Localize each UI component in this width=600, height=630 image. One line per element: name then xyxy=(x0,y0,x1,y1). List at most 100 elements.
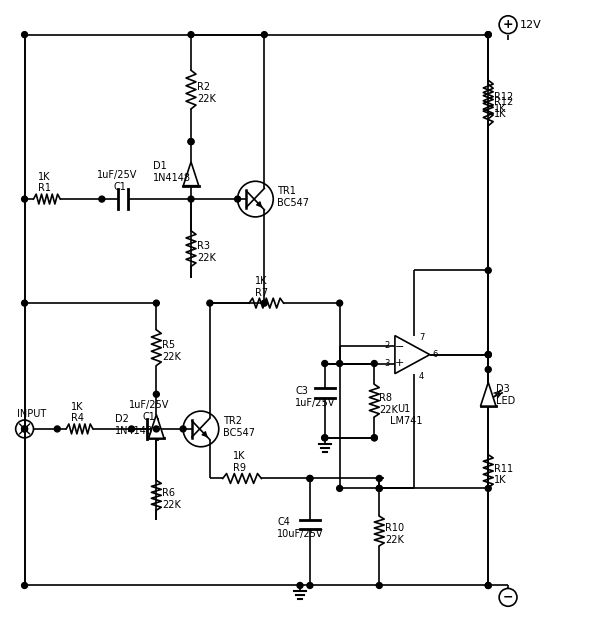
Circle shape xyxy=(376,476,382,481)
Text: C1: C1 xyxy=(143,412,156,422)
Circle shape xyxy=(485,32,491,38)
Text: R6: R6 xyxy=(162,488,175,498)
Text: 1K: 1K xyxy=(494,476,506,486)
Circle shape xyxy=(485,268,491,273)
Circle shape xyxy=(485,32,491,38)
Text: INPUT: INPUT xyxy=(17,409,46,419)
Text: R9: R9 xyxy=(233,462,246,472)
Text: 1uF/25V: 1uF/25V xyxy=(97,170,137,180)
Text: 1N4148: 1N4148 xyxy=(154,173,191,183)
Circle shape xyxy=(54,426,60,432)
Text: R12: R12 xyxy=(494,92,514,102)
Text: 22K: 22K xyxy=(197,253,216,263)
Text: R3: R3 xyxy=(197,241,210,251)
Circle shape xyxy=(22,426,28,432)
Circle shape xyxy=(99,196,105,202)
Polygon shape xyxy=(183,162,199,186)
Text: 6: 6 xyxy=(433,350,438,359)
Circle shape xyxy=(235,196,241,202)
Text: −: − xyxy=(395,341,404,352)
Circle shape xyxy=(337,485,343,491)
Polygon shape xyxy=(149,415,164,438)
Text: LED: LED xyxy=(496,396,515,406)
Circle shape xyxy=(188,32,194,38)
Text: 22K: 22K xyxy=(385,535,404,545)
Circle shape xyxy=(22,426,28,432)
Circle shape xyxy=(485,352,491,358)
Text: C4: C4 xyxy=(277,517,290,527)
Circle shape xyxy=(207,300,213,306)
Circle shape xyxy=(485,583,491,588)
Text: 2: 2 xyxy=(385,341,390,350)
Circle shape xyxy=(376,485,382,491)
Circle shape xyxy=(371,435,377,441)
Text: 1K: 1K xyxy=(494,104,506,114)
Text: 1N4148: 1N4148 xyxy=(115,426,153,436)
Text: 22K: 22K xyxy=(162,500,181,510)
Text: R2: R2 xyxy=(197,82,210,92)
Text: TR1: TR1 xyxy=(277,186,296,196)
Text: 1K: 1K xyxy=(71,402,83,412)
Text: D2: D2 xyxy=(115,414,128,424)
Circle shape xyxy=(22,32,28,38)
Text: 3: 3 xyxy=(385,359,390,368)
Circle shape xyxy=(322,435,328,441)
Text: C1: C1 xyxy=(113,182,126,192)
Circle shape xyxy=(371,360,377,367)
Text: −: − xyxy=(503,591,514,604)
Text: R1: R1 xyxy=(38,183,51,193)
Text: 4: 4 xyxy=(419,372,424,381)
Circle shape xyxy=(371,435,377,441)
Circle shape xyxy=(188,196,194,202)
Text: BC547: BC547 xyxy=(223,428,255,438)
Text: R12: R12 xyxy=(494,97,514,107)
Text: +: + xyxy=(395,358,404,367)
Text: R7: R7 xyxy=(255,288,268,298)
Circle shape xyxy=(485,352,491,358)
Text: 22K: 22K xyxy=(379,405,398,415)
Text: 22K: 22K xyxy=(162,352,181,362)
Text: 7: 7 xyxy=(419,333,424,342)
Text: 22K: 22K xyxy=(197,94,216,104)
Text: +: + xyxy=(503,18,514,32)
Circle shape xyxy=(128,426,134,432)
Text: R4: R4 xyxy=(71,413,83,423)
Circle shape xyxy=(307,476,313,481)
Text: 12V: 12V xyxy=(520,20,542,30)
Text: 1K: 1K xyxy=(494,109,506,119)
Text: 1uF/25V: 1uF/25V xyxy=(295,398,335,408)
Circle shape xyxy=(307,476,313,481)
Text: R8: R8 xyxy=(379,393,392,403)
Circle shape xyxy=(180,426,186,432)
Circle shape xyxy=(262,32,268,38)
Text: 10uF/25V: 10uF/25V xyxy=(277,529,324,539)
Text: 1K: 1K xyxy=(38,172,50,182)
Circle shape xyxy=(376,583,382,588)
Circle shape xyxy=(154,300,160,306)
Circle shape xyxy=(154,391,160,398)
Circle shape xyxy=(22,196,28,202)
Text: D3: D3 xyxy=(496,384,510,394)
Text: R11: R11 xyxy=(494,464,514,474)
Circle shape xyxy=(188,139,194,145)
Circle shape xyxy=(485,583,491,588)
Circle shape xyxy=(337,300,343,306)
Polygon shape xyxy=(481,382,496,406)
Text: TR2: TR2 xyxy=(223,416,242,426)
Circle shape xyxy=(22,583,28,588)
Circle shape xyxy=(307,583,313,588)
Circle shape xyxy=(485,485,491,491)
Text: BC547: BC547 xyxy=(277,198,309,208)
Text: 1uF/25V: 1uF/25V xyxy=(129,400,170,410)
Text: U1: U1 xyxy=(397,404,410,414)
Circle shape xyxy=(376,485,382,491)
Circle shape xyxy=(485,352,491,358)
Circle shape xyxy=(262,300,268,306)
Text: LM741: LM741 xyxy=(390,416,422,426)
Circle shape xyxy=(322,360,328,367)
Text: R10: R10 xyxy=(385,523,404,533)
Circle shape xyxy=(297,583,303,588)
Text: C3: C3 xyxy=(295,386,308,396)
Text: 1K: 1K xyxy=(255,277,268,286)
Text: 1K: 1K xyxy=(233,450,246,461)
